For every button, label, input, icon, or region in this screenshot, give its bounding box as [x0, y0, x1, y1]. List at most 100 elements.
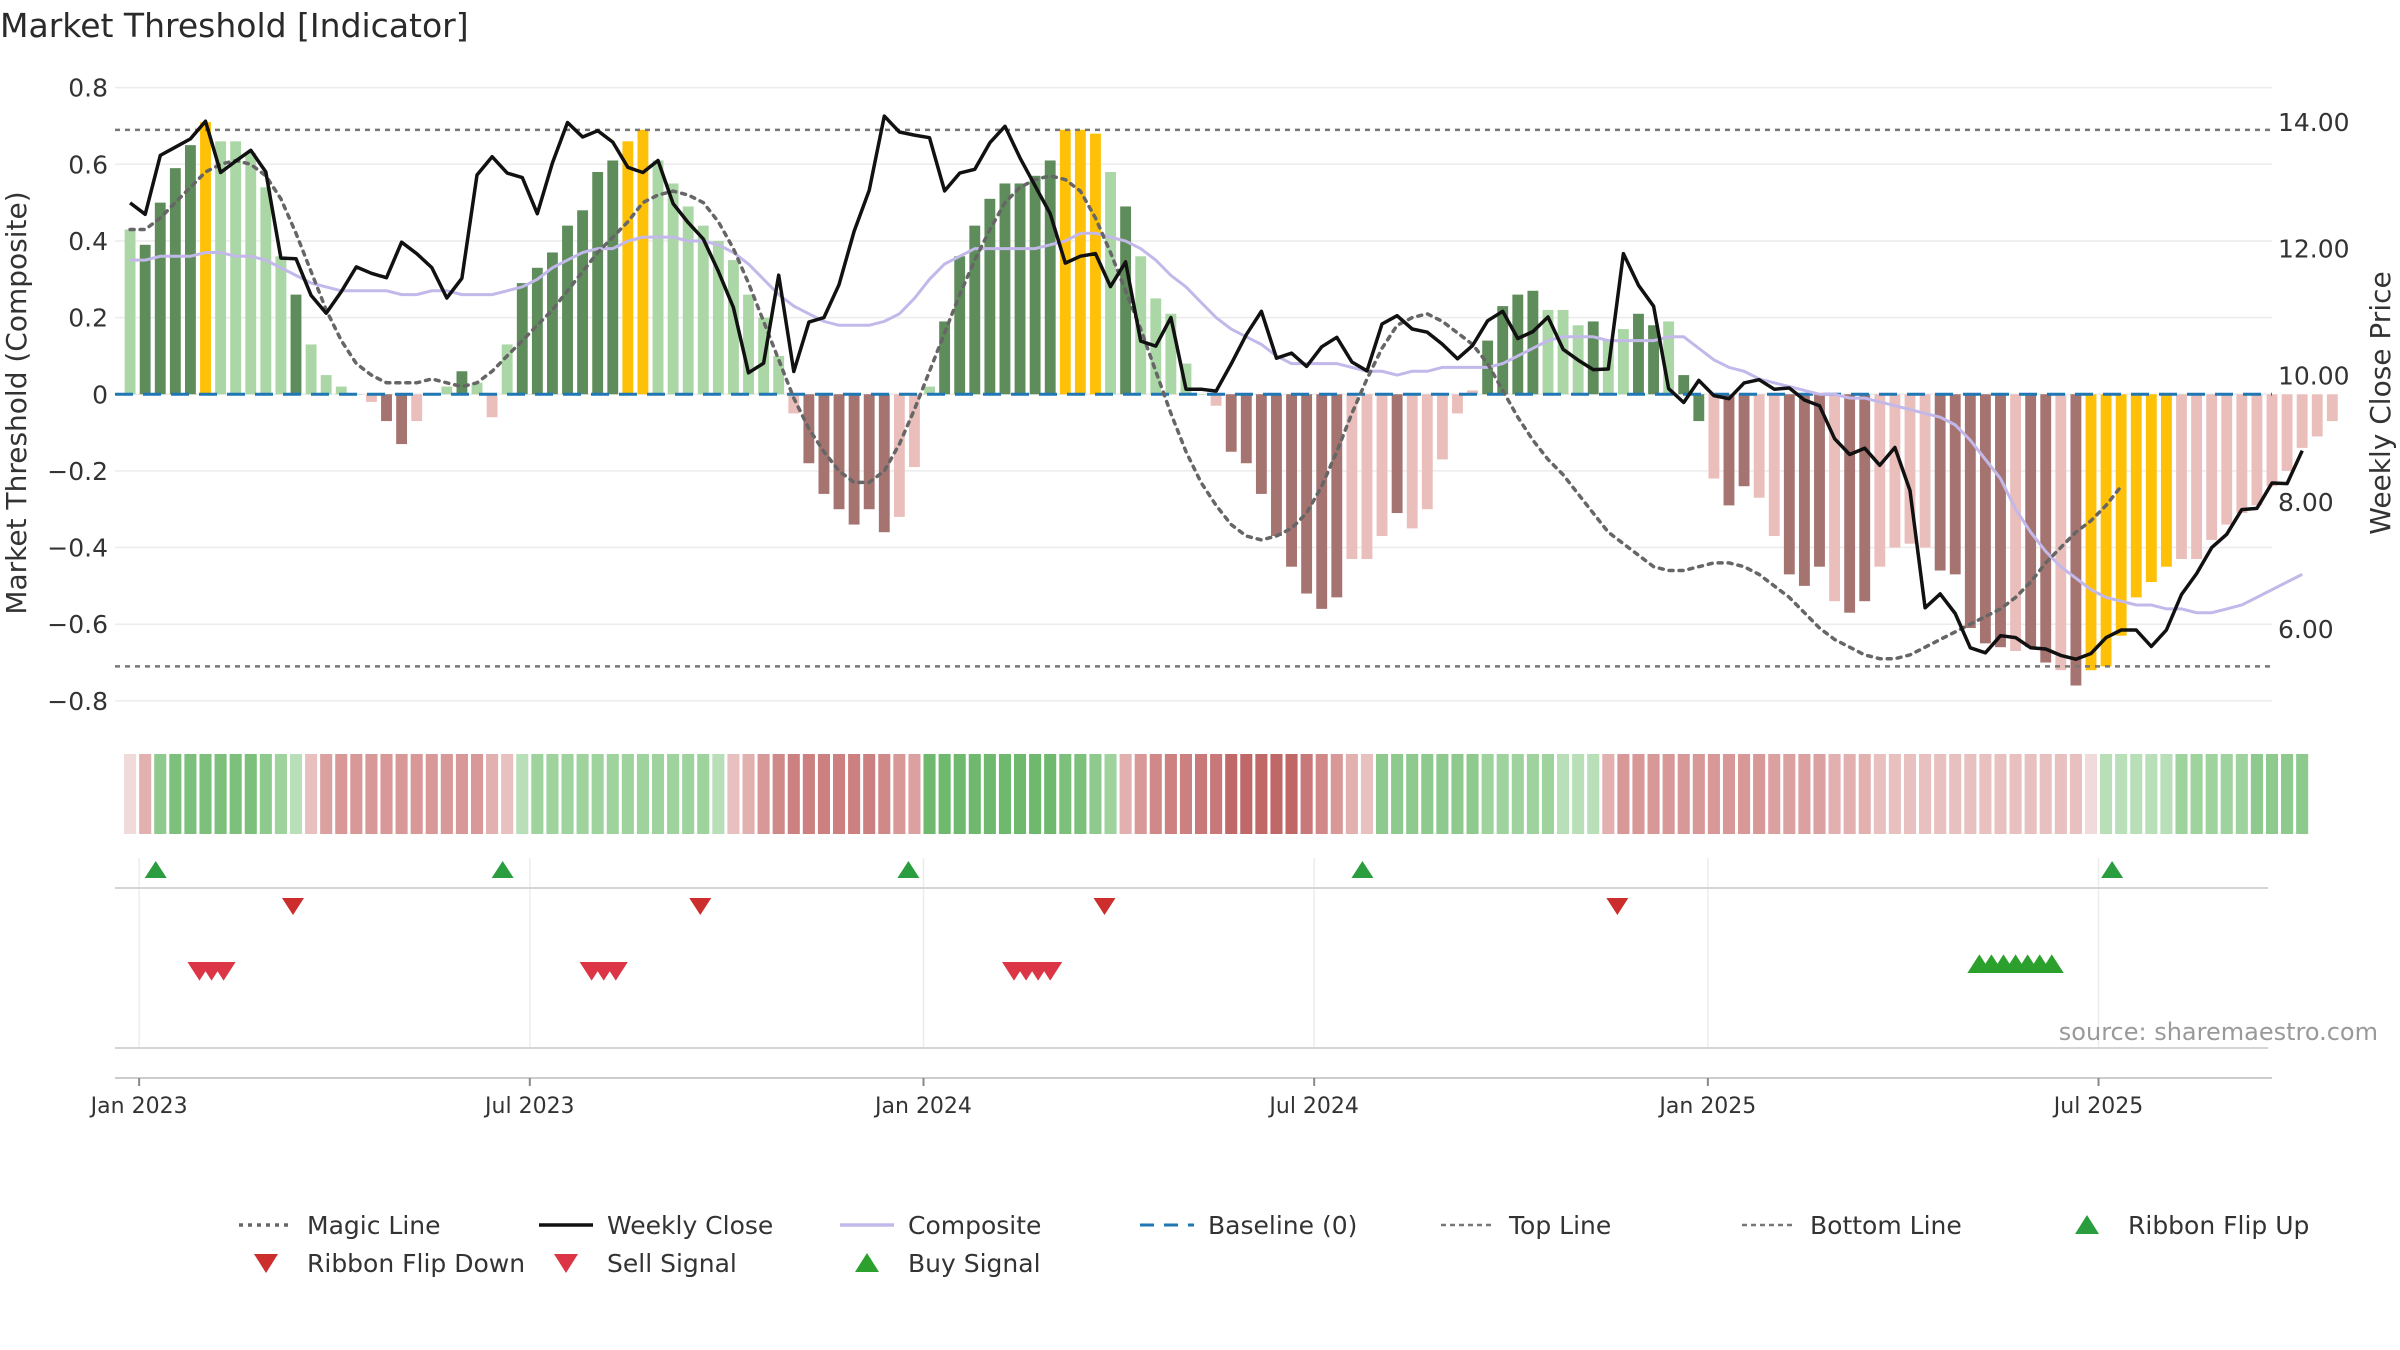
top-legend-symbol [1441, 1223, 1495, 1227]
ribbon-cell [1919, 754, 1932, 834]
composite-bar [1783, 394, 1795, 575]
y2-tick-label: 14.00 [2278, 108, 2350, 137]
ribbon-cell [1149, 754, 1162, 834]
composite-bar [2040, 394, 2052, 663]
composite-bar [1617, 329, 1629, 395]
composite-bar [139, 244, 151, 395]
legend-label: Magic Line [307, 1210, 441, 1240]
composite-bar [1090, 133, 1101, 395]
ribbon-cell [1632, 754, 1645, 834]
ribbon-cell [1074, 754, 1087, 834]
composite-bar [788, 394, 800, 414]
ribbon-cell [1526, 754, 1539, 834]
ribbon-cell [440, 754, 453, 834]
ribbon-cell [289, 754, 303, 834]
composite-bar [1391, 394, 1403, 514]
composite-bar [652, 160, 664, 395]
ribbon-cell [1949, 754, 1962, 834]
ribbon-cell [214, 754, 227, 834]
lines-layer [128, 114, 2304, 661]
ribbon-cell [2220, 754, 2233, 834]
ribbon-cell [968, 754, 981, 834]
ribbon-cell [1587, 754, 1600, 834]
composite-bar [1889, 394, 1901, 548]
ribbon-cell [2069, 754, 2082, 834]
ribbon-flip-up-marker [144, 860, 167, 878]
composite-bar [275, 256, 287, 395]
ribbon-cell [1768, 754, 1781, 834]
ribbon-cell [229, 754, 242, 834]
ribbon-cell [667, 754, 680, 834]
composite-bar [2221, 394, 2233, 525]
ribbon-cell [2235, 754, 2248, 834]
composite-bar [1240, 394, 1252, 464]
ribbon-flip-up-marker [1351, 860, 1374, 878]
ribbon-cell [1873, 754, 1886, 834]
sell-signal-marker [1038, 962, 1063, 981]
composite-bar [1829, 394, 1840, 602]
composite-bar [833, 394, 845, 510]
composite-bar [2085, 394, 2097, 671]
y-tick-label: −0.4 [47, 534, 108, 563]
y2-axis-label: Weekly Close Price [2364, 271, 2397, 534]
legend-item-magic: Magic Line [235, 1210, 441, 1240]
buy-signal-marker [2039, 954, 2064, 973]
x-tick-label: Jan 2024 [873, 1094, 972, 1119]
ribbon-cell [1134, 754, 1147, 834]
ribbon-cell [365, 754, 378, 834]
composite-bar [1421, 394, 1433, 510]
composite-bar [818, 394, 830, 494]
ribbon-cell [274, 754, 287, 834]
ribbon-cell [1255, 754, 1268, 834]
ribbon-cell [1466, 754, 1479, 834]
ribbon-cell [154, 754, 167, 834]
composite-line [130, 231, 2303, 615]
ribbon-cell [486, 754, 499, 834]
ribbon-cell [516, 754, 529, 834]
composite-bar [1663, 321, 1675, 395]
legend-item-flip_down: Ribbon Flip Down [235, 1248, 525, 1278]
composite-bar [622, 141, 634, 395]
ribbon-cell [2175, 754, 2188, 834]
composite-bar [1678, 375, 1690, 395]
composite-bar [939, 321, 951, 395]
legend-item-buy: Buy Signal [836, 1248, 1041, 1278]
composite-bar [863, 394, 875, 510]
ribbon-cell [1738, 754, 1751, 834]
composite-bar [878, 394, 890, 533]
ribbon-cell [139, 754, 152, 834]
composite-bar [697, 225, 709, 395]
ribbon-flip-down-marker [1093, 898, 1116, 916]
legend-item-bottom: Bottom Line [1738, 1210, 1962, 1240]
composite-bar [1271, 394, 1282, 537]
legend-label: Ribbon Flip Down [307, 1248, 526, 1278]
composite-bar [667, 183, 679, 395]
ribbon-cell [878, 754, 891, 834]
legend: Magic Line Weekly Close Composite Baseline … [0, 1195, 2400, 1285]
ribbon-cell [923, 754, 936, 834]
legend-label: Baseline (0) [1208, 1210, 1358, 1240]
ribbon-cell [606, 754, 619, 834]
ribbon-cell [1677, 754, 1690, 834]
legend-item-top: Top Line [1437, 1210, 1611, 1240]
composite-bar [607, 160, 619, 395]
ribbon-flip-down-marker [689, 898, 712, 916]
ribbon-cell [1285, 754, 1298, 834]
composite-bar [1120, 206, 1132, 395]
composite-bar [1014, 183, 1026, 395]
ribbon-cell [470, 754, 484, 834]
composite-bar [1467, 390, 1478, 395]
ribbon-cell [320, 754, 333, 834]
composite-bar [2206, 394, 2218, 540]
composite-bar [1527, 290, 1539, 395]
ribbon-cell [772, 754, 785, 834]
ribbon-cell [621, 754, 634, 834]
composite-bar [516, 283, 528, 395]
ribbon-cell [2009, 754, 2022, 834]
composite-bar [1436, 394, 1448, 460]
ribbon-cell [1089, 754, 1102, 834]
composite-bar [1904, 394, 1916, 544]
ribbon-cell [1210, 754, 1223, 834]
composite-bar [1964, 394, 1976, 629]
composite-bar [1587, 321, 1599, 395]
